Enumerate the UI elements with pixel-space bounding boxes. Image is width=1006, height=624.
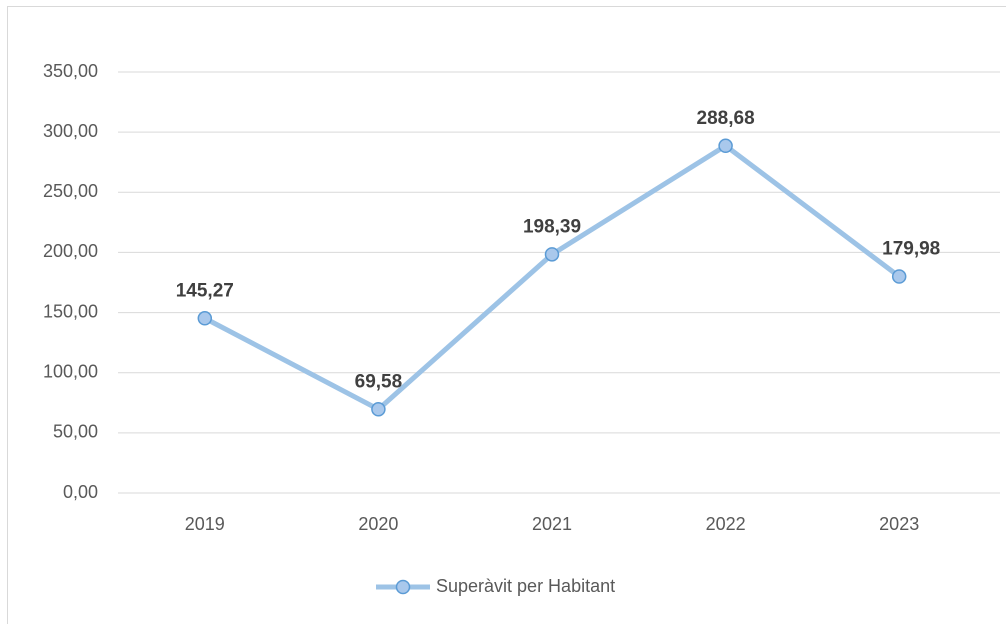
y-tick-label: 300,00 [43,121,98,141]
y-tick-label: 350,00 [43,61,98,81]
y-tick-label: 0,00 [63,482,98,502]
data-label: 145,27 [176,280,234,301]
point-marker [371,402,386,417]
x-tick-label: 2021 [532,514,572,534]
x-tick-label: 2019 [185,514,225,534]
y-tick-label: 150,00 [43,301,98,321]
data-label: 288,68 [697,108,755,129]
x-tick-label: 2023 [879,514,919,534]
y-tick-label: 200,00 [43,241,98,261]
point-marker [544,247,560,262]
point-marker [718,138,733,154]
data-label: 179,98 [882,239,940,260]
legend-label: Superàvit per Habitant [436,576,615,596]
point-marker [891,269,907,284]
x-tick-label: 2020 [358,514,398,534]
point-marker [197,311,213,326]
chart-frame [7,6,1006,624]
legend-marker [395,579,411,595]
data-label: 69,58 [355,371,403,392]
y-tick-label: 250,00 [43,181,98,201]
data-label: 198,39 [523,216,581,237]
x-tick-label: 2022 [706,514,746,534]
y-tick-label: 100,00 [43,361,98,381]
y-tick-label: 50,00 [53,422,98,442]
